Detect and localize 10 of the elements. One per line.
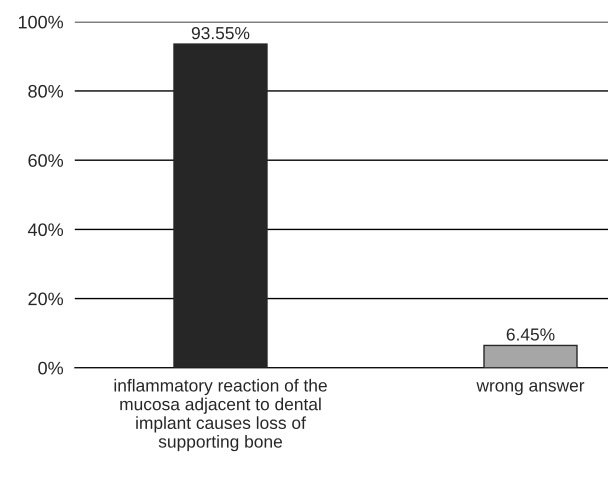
x-tick-label: inflammatory reaction of the mucosa adjacent to dental implant causes loss of supporting bone: [114, 378, 327, 452]
y-tick-label: 0%: [38, 362, 64, 375]
x-tick-label: wrong answer: [476, 382, 584, 396]
y-tick-label: 80%: [28, 84, 64, 98]
data-label: 93.55%: [192, 26, 250, 40]
y-tick-label: 40%: [28, 223, 64, 236]
y-tick-label: 20%: [28, 292, 64, 306]
y-tick-label: 100%: [18, 16, 64, 28]
y-tick-label: 60%: [28, 154, 64, 167]
data-label: 6.45%: [506, 328, 554, 341]
